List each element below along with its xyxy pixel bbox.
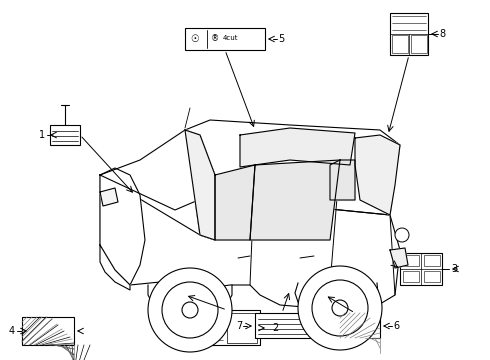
Bar — [340, 313, 380, 338]
Polygon shape — [355, 135, 400, 215]
Bar — [392, 35, 408, 53]
Text: ®: ® — [211, 35, 219, 44]
Bar — [424, 271, 440, 282]
Polygon shape — [100, 175, 400, 310]
Polygon shape — [390, 248, 408, 268]
Text: 2: 2 — [272, 323, 278, 333]
Circle shape — [312, 280, 368, 336]
Polygon shape — [100, 245, 130, 290]
Bar — [50, 125, 80, 145]
Circle shape — [332, 300, 348, 316]
Polygon shape — [185, 130, 215, 240]
Text: 4: 4 — [9, 326, 15, 336]
Polygon shape — [240, 128, 355, 167]
Bar — [185, 28, 265, 50]
Text: 6: 6 — [393, 321, 399, 331]
Bar — [400, 253, 442, 285]
Polygon shape — [100, 130, 215, 210]
Bar — [195, 310, 260, 345]
Bar — [411, 35, 427, 53]
Text: 8: 8 — [439, 29, 445, 39]
Bar — [390, 13, 428, 55]
Circle shape — [298, 266, 382, 350]
Bar — [227, 313, 257, 343]
Polygon shape — [100, 168, 145, 285]
Circle shape — [148, 268, 232, 352]
Circle shape — [395, 228, 409, 242]
Bar — [22, 317, 74, 345]
Text: 4cut: 4cut — [223, 35, 239, 41]
Polygon shape — [250, 160, 340, 240]
Polygon shape — [100, 188, 118, 206]
Polygon shape — [215, 165, 255, 240]
Polygon shape — [185, 120, 400, 240]
Text: 5: 5 — [278, 34, 284, 44]
Circle shape — [182, 302, 198, 318]
Bar — [403, 271, 419, 282]
Polygon shape — [330, 160, 355, 200]
Circle shape — [162, 282, 218, 338]
Text: ☉: ☉ — [190, 34, 199, 44]
Bar — [424, 255, 440, 266]
Text: 7: 7 — [236, 321, 242, 331]
Text: 3: 3 — [451, 264, 457, 274]
Text: 1: 1 — [39, 130, 45, 140]
Bar — [255, 313, 310, 338]
Bar — [197, 313, 225, 327]
Bar — [403, 255, 419, 266]
